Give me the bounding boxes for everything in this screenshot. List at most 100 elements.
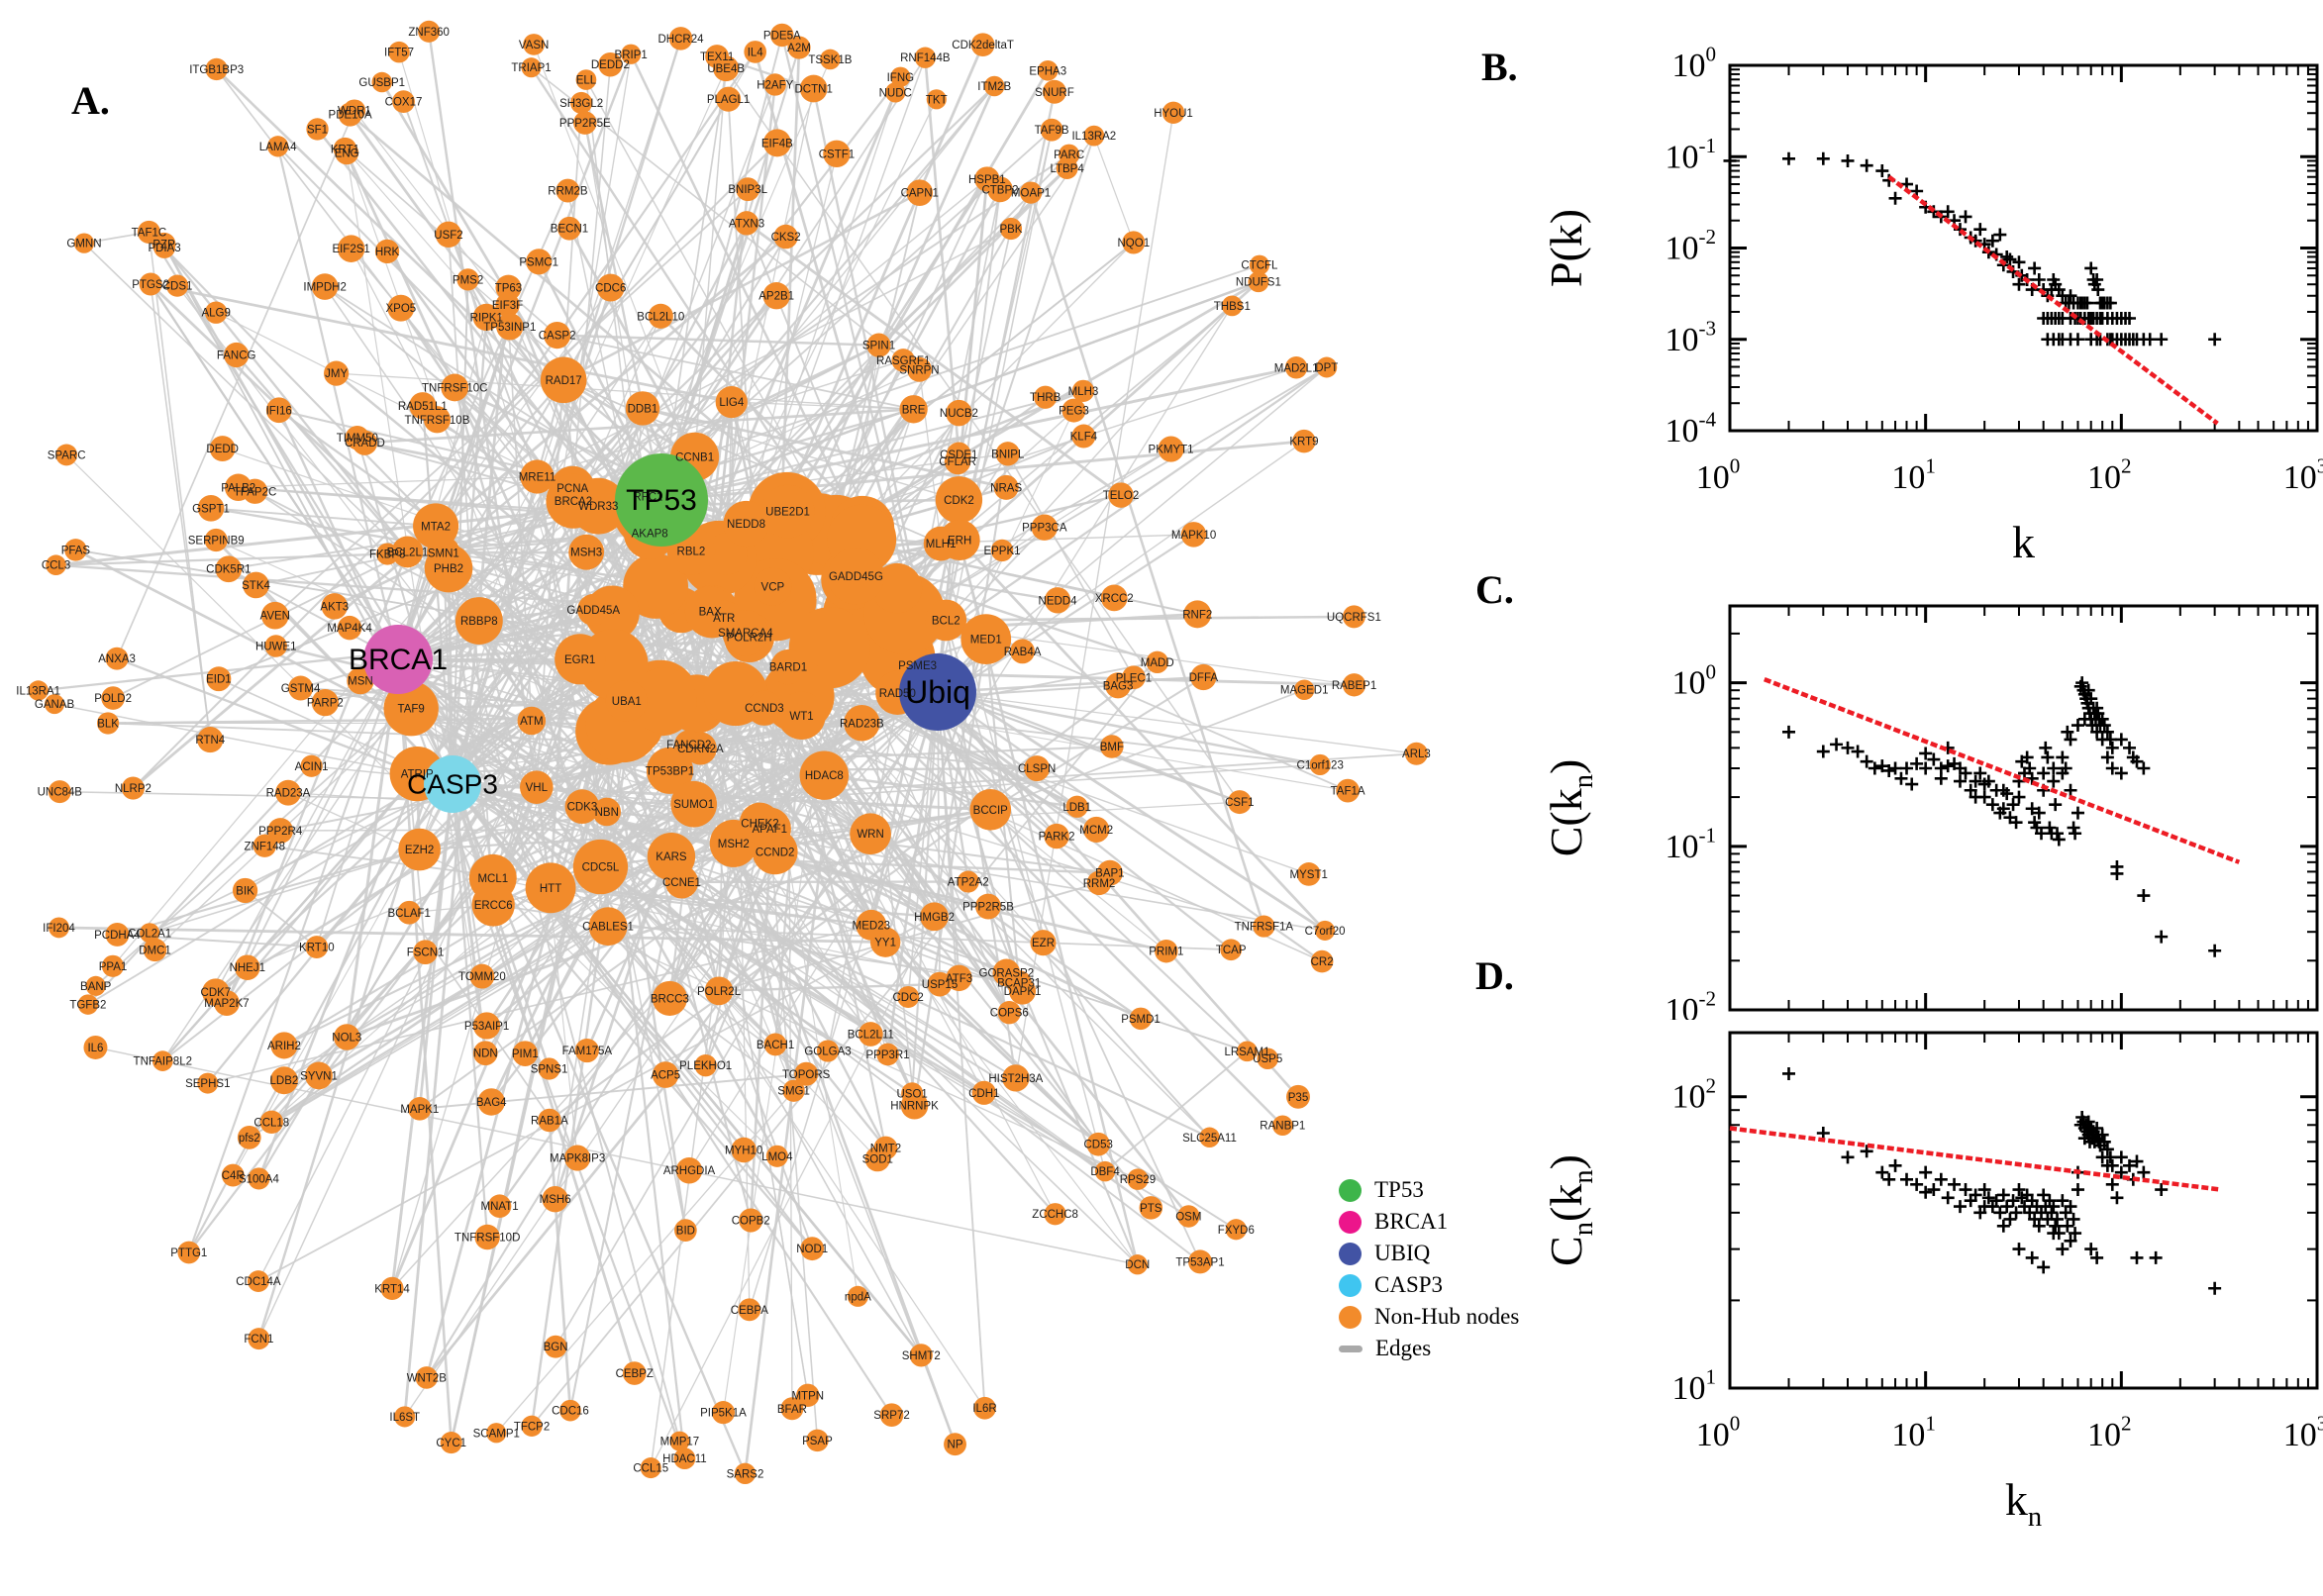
network-node-label: VCP: [761, 582, 785, 594]
network-node-label: MLH1: [926, 539, 957, 550]
network-edge: [452, 783, 1189, 1218]
network-node: [879, 1403, 904, 1427]
network-node: [538, 1108, 561, 1133]
network-node-label: IL6ST: [389, 1412, 420, 1424]
x-axis-title: kn​: [2005, 1474, 2042, 1533]
network-edge: [959, 539, 1327, 932]
network-edge: [937, 690, 1321, 766]
scatter-point: [2032, 1219, 2046, 1233]
network-node-label: PLAGL1: [707, 94, 750, 106]
network-edge: [419, 801, 1240, 850]
network-node-label: RAB1A: [531, 1116, 568, 1128]
y-axis-tick-label: 10-1: [1665, 824, 1716, 865]
scatter-point: [1973, 766, 1987, 780]
scatter-point: [2056, 1194, 2070, 1208]
network-node: [885, 82, 906, 103]
network-node: [596, 273, 625, 302]
network-node-label: GUSBP1: [358, 77, 405, 89]
network-node: [248, 1167, 270, 1190]
network-node: [1225, 1219, 1247, 1241]
network-node: [345, 425, 369, 450]
network-edge: [918, 369, 942, 545]
network-node: [418, 20, 441, 43]
network-edge: [53, 703, 583, 808]
network-node-label: CRADD: [345, 438, 385, 449]
network-node: [1188, 1249, 1213, 1274]
network-node: [392, 90, 415, 114]
network-edge: [112, 550, 408, 699]
network-edge: [937, 691, 1201, 1262]
network-node-label: TAF1C: [132, 227, 167, 239]
network-node: [1342, 673, 1366, 697]
network-node-label: CD53: [1083, 1140, 1112, 1151]
network-node: [235, 954, 260, 981]
network-node: [927, 971, 953, 997]
network-node-label: RAB4A: [1004, 647, 1042, 658]
scatter-point: [2000, 787, 2014, 801]
network-node-label: KRT10: [299, 943, 335, 954]
scatter-point: [2023, 1206, 2037, 1220]
scatter-point: [2137, 761, 2151, 775]
scatter-point: [1953, 774, 1967, 788]
network-node-label: BNIP3L: [728, 184, 767, 196]
scatter-point: [1934, 771, 1948, 785]
network-node-label: RNF144B: [900, 52, 951, 64]
network-node: [556, 178, 580, 203]
scatter-point: [1875, 164, 1889, 178]
network-node-label: BCLAF1: [387, 908, 430, 920]
scatter-point: [2103, 733, 2117, 747]
network-node-label: YY1: [874, 938, 896, 949]
network-node-label: MSH3: [570, 548, 602, 559]
scatter-point: [1860, 158, 1873, 172]
network-legend: TP53 BRCA1 UBIQ CASP3 Non-Hub nodes Edges: [1339, 1174, 1519, 1364]
scatter-point: [1841, 1150, 1855, 1164]
y-axis-tick-label: 10-2: [1665, 225, 1716, 266]
network-edge: [351, 248, 683, 883]
network-node: [209, 436, 236, 462]
network-node: [799, 74, 828, 103]
network-node: [1272, 1115, 1293, 1137]
network-node: [398, 828, 441, 871]
network-node: [890, 66, 911, 87]
scatter-point: [1919, 761, 1933, 775]
scatter-point: [1782, 725, 1796, 739]
scatter-point: [1964, 783, 1977, 797]
network-node-label: CSDE1: [940, 449, 977, 461]
network-node: [705, 45, 730, 68]
scatter-point: [2105, 1177, 2119, 1191]
network-edge: [704, 774, 826, 1066]
network-node: [739, 1208, 763, 1233]
scatter-point: [2028, 261, 2042, 275]
network-node-label: MSH6: [540, 1194, 571, 1206]
network-node-label: IL13RA1: [16, 685, 60, 697]
network-node: [105, 923, 130, 947]
scatter-point: [2080, 296, 2094, 310]
scatter-point: [1993, 1206, 2007, 1220]
network-node: [526, 249, 553, 275]
network-node-label: BCCIP: [973, 805, 1008, 817]
network-node: [782, 1079, 805, 1102]
network-node-label: PPP2R5B: [962, 902, 1014, 914]
network-node-label: PTGS2: [132, 279, 169, 291]
network-edge: [276, 146, 400, 660]
network-node-label: BMF: [1100, 742, 1124, 753]
network-edge: [435, 379, 564, 528]
network-node-label: LDB1: [1062, 802, 1091, 814]
hub-node-brca1: [363, 625, 433, 694]
scatter-point: [1841, 741, 1855, 754]
network-edge: [718, 990, 922, 1356]
network-node: [731, 1137, 757, 1163]
scatter-point: [2070, 333, 2084, 347]
network-node: [935, 476, 983, 524]
scatter-point: [2028, 1212, 2042, 1226]
scatter-point: [2155, 1183, 2169, 1197]
network-edge: [937, 130, 1053, 693]
network-edge: [452, 783, 1023, 992]
network-node-label: CDC14A: [236, 1276, 281, 1288]
network-node: [1083, 816, 1110, 844]
network-node-label: LRSAM1: [1224, 1047, 1269, 1058]
network-node: [777, 691, 826, 741]
network-edge: [397, 407, 644, 660]
scatter-point: [1953, 1200, 1967, 1214]
network-node: [1257, 1047, 1278, 1070]
